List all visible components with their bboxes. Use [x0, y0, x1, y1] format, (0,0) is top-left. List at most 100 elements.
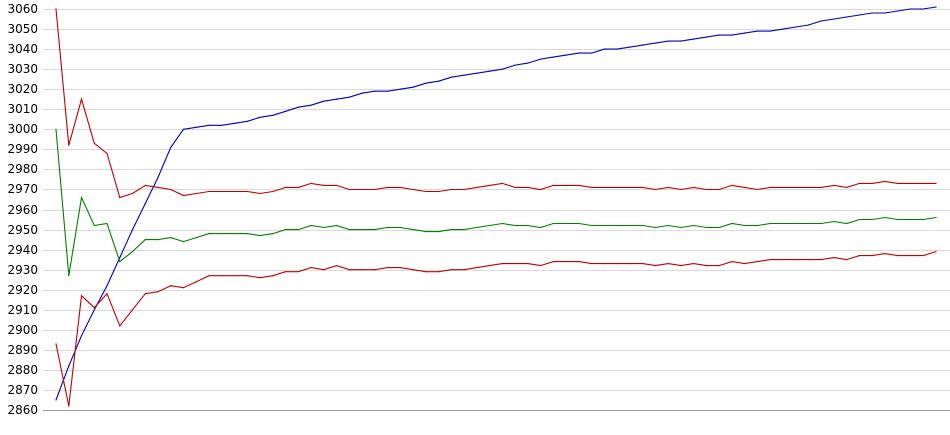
- series-1-point: [782, 28, 784, 30]
- series-1-point: [157, 176, 159, 178]
- series-1-point: [208, 124, 210, 126]
- series-1-point: [246, 120, 248, 122]
- series-1-point: [272, 114, 274, 116]
- series-3-point: [680, 226, 682, 229]
- series-3-point: [336, 224, 338, 227]
- series-4-point: [616, 263, 618, 265]
- series-4-point: [323, 269, 325, 271]
- series-3-point: [412, 229, 414, 231]
- series-1-point: [285, 110, 287, 112]
- series-3-point: [387, 226, 389, 229]
- y-tick-label: 3050: [7, 22, 38, 36]
- y-tick-label: 2990: [7, 142, 38, 156]
- series-3-point: [858, 218, 861, 221]
- series-2-point: [297, 186, 299, 188]
- series-1-point: [348, 96, 350, 98]
- series-1-point: [616, 48, 618, 50]
- series-2-point: [208, 190, 210, 193]
- series-2-point: [221, 190, 223, 193]
- series-1-point: [629, 46, 631, 48]
- series-2-point: [93, 142, 95, 144]
- series-3-point: [246, 233, 248, 235]
- series-1-point: [119, 257, 121, 259]
- series-2-point: [871, 182, 873, 184]
- series-3-point: [884, 216, 886, 219]
- series-2-point: [195, 192, 197, 195]
- series-2-point: [731, 184, 733, 186]
- series-3-point: [489, 224, 491, 227]
- series-3-point: [909, 218, 912, 221]
- series-1-point: [68, 365, 70, 367]
- series-4-point: [246, 275, 248, 277]
- grid: [43, 9, 950, 391]
- series-1-point: [93, 309, 95, 311]
- series-2-point: [144, 184, 146, 186]
- series-2-point: [336, 184, 338, 186]
- series-2-point: [667, 186, 669, 188]
- series-1-point: [221, 124, 223, 126]
- series-4-point: [272, 275, 274, 277]
- series-2-point: [387, 186, 389, 188]
- y-tick-label: 3010: [7, 102, 38, 116]
- series-4-point: [399, 267, 401, 269]
- series-4-point: [603, 263, 606, 265]
- series-2-point: [884, 180, 886, 182]
- series-3-point: [450, 229, 452, 231]
- series-4-point: [884, 253, 886, 255]
- series-4-point: [629, 263, 631, 265]
- series-4-point: [935, 251, 937, 253]
- series-1-point: [935, 6, 937, 8]
- series-4-point: [756, 261, 759, 263]
- series-1-point: [106, 285, 108, 287]
- series-1: [55, 6, 937, 401]
- series-1-point: [846, 16, 848, 18]
- series-4-point: [412, 269, 414, 271]
- series-2-point: [718, 188, 720, 191]
- series-4-point: [221, 275, 223, 277]
- series-3-point: [297, 229, 299, 231]
- series-4-point: [93, 307, 95, 309]
- series-3-point: [871, 218, 873, 221]
- series-2-point: [935, 182, 937, 184]
- y-tick-label: 2870: [7, 383, 38, 397]
- series-2-point: [272, 190, 274, 193]
- series-4-point: [642, 263, 644, 265]
- series-4-point: [361, 269, 363, 271]
- series-1-point: [131, 229, 134, 231]
- series-2-point: [680, 188, 682, 191]
- series-1-point: [450, 76, 452, 78]
- series-3-point: [578, 222, 580, 225]
- series-3-point: [323, 226, 325, 229]
- series-1-point: [336, 98, 338, 100]
- y-tick-label: 3040: [7, 42, 38, 56]
- y-tick-label: 2910: [7, 303, 38, 317]
- series-lines: [55, 6, 937, 407]
- series-4-point: [55, 343, 57, 345]
- series-1-point: [565, 54, 567, 56]
- series-4-point: [68, 405, 70, 407]
- y-tick-label: 2880: [7, 363, 38, 377]
- series-2-point: [603, 186, 606, 188]
- series-2-point: [246, 190, 248, 193]
- series-2-point: [80, 98, 83, 100]
- series-1-point: [55, 399, 57, 401]
- series-3-point: [603, 224, 606, 227]
- series-4-point: [234, 275, 236, 277]
- y-tick-label: 2920: [7, 283, 38, 297]
- series-2-point: [348, 188, 350, 191]
- series-3-point: [705, 226, 708, 229]
- y-tick-label: 2930: [7, 263, 38, 277]
- series-3-point: [272, 233, 274, 235]
- series-4-point: [540, 265, 542, 267]
- series-3-point: [795, 222, 797, 225]
- series-3-point: [106, 222, 108, 225]
- series-1-point: [769, 30, 771, 32]
- series-1-point: [603, 48, 606, 50]
- series-1-point: [578, 52, 580, 54]
- series-2-point: [744, 186, 746, 188]
- series-1-point: [374, 90, 376, 92]
- series-3-point: [591, 224, 593, 227]
- series-1-point: [705, 36, 708, 38]
- y-tick-label: 3030: [7, 62, 38, 76]
- series-3-point: [782, 222, 784, 225]
